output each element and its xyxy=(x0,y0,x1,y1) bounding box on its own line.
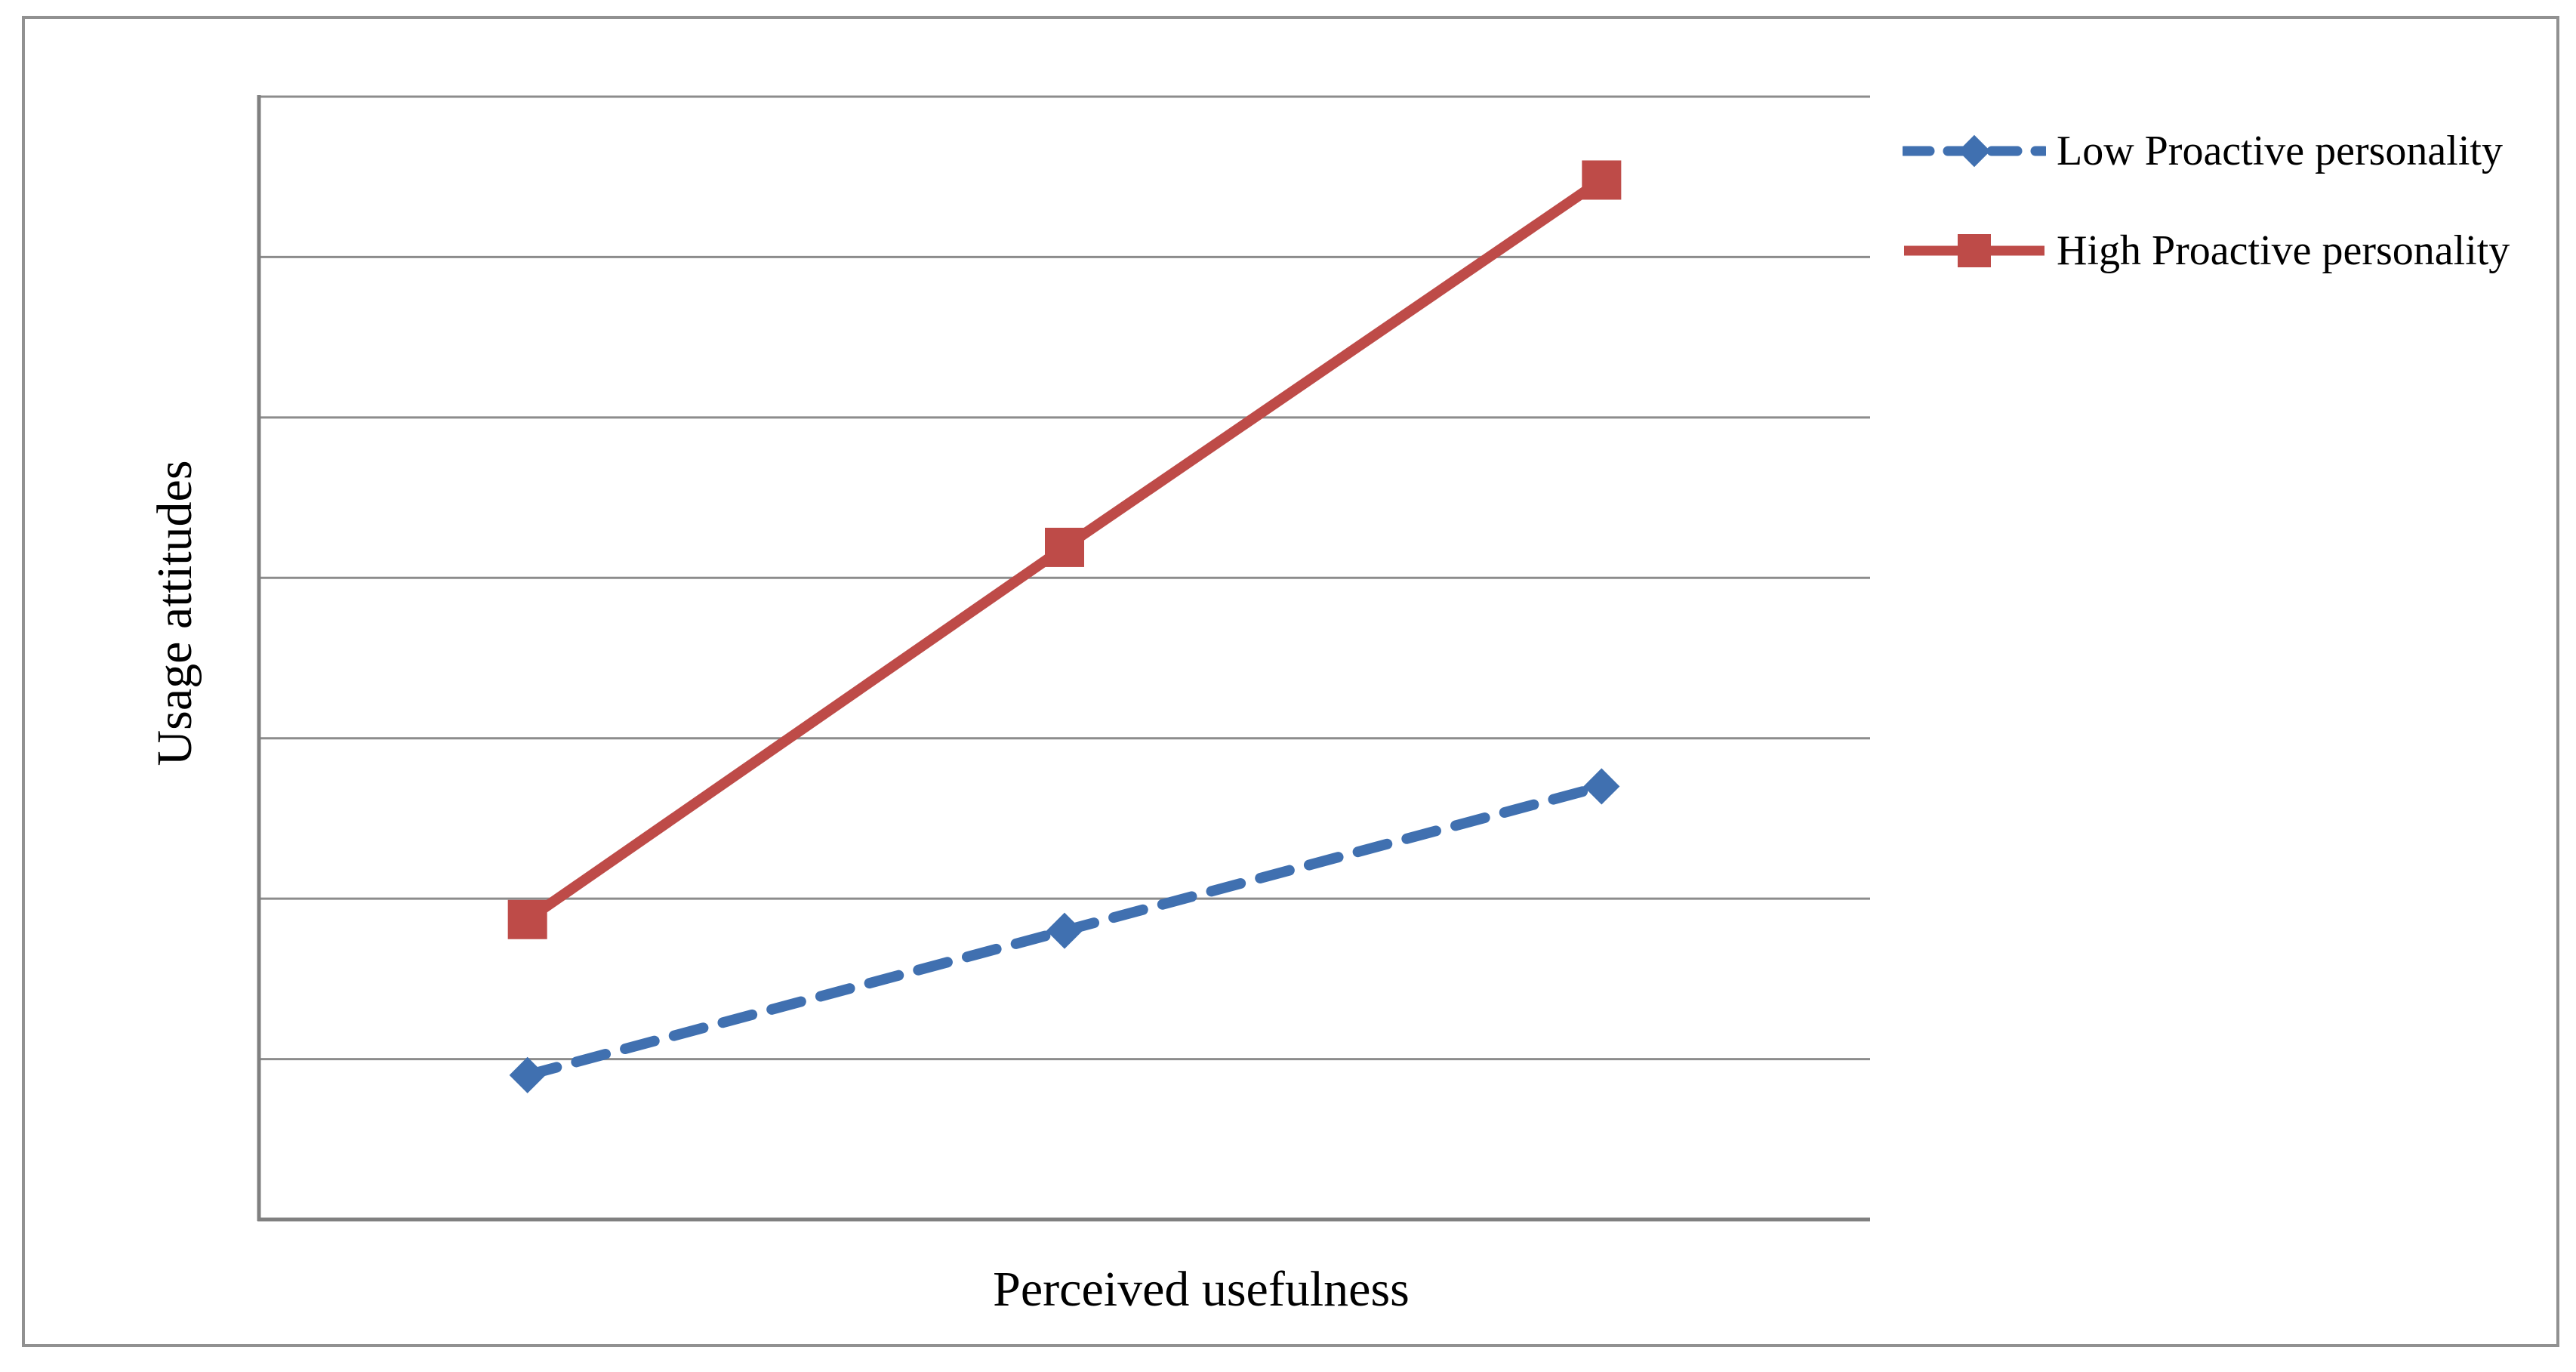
legend-label-high: High Proactive personality xyxy=(2057,227,2510,274)
legend-item-low: Low Proactive personality xyxy=(1903,127,2503,175)
legend-item-high: High Proactive personality xyxy=(1903,227,2510,275)
legend-sample-high-icon xyxy=(1904,234,2044,267)
y-axis-label: Usage attitudes xyxy=(147,460,202,766)
x-axis-label: Perceived usefulness xyxy=(993,1262,1410,1317)
figure-border xyxy=(22,16,2559,1347)
legend-sample-low-icon xyxy=(1903,134,2046,168)
legend-label-low: Low Proactive personality xyxy=(2057,128,2503,174)
